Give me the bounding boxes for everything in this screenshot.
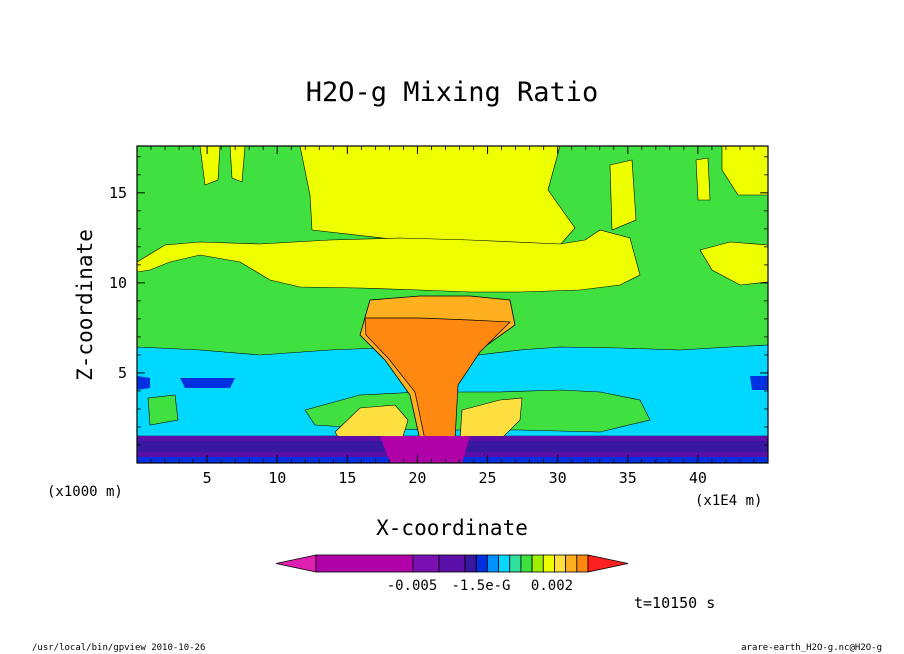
colorbar-swatch [412,554,440,573]
x-tick-label: 30 [549,469,567,487]
x-tick-label: 35 [619,469,637,487]
region-anvil [137,229,641,293]
region-upper-blob-4 [721,146,768,196]
colorbar-swatch [509,554,522,573]
colorbar-swatch [315,554,414,573]
region-upper-cap [299,146,576,246]
colorbar-swatch [438,554,466,573]
x-tick-label: 10 [268,469,286,487]
y-tick-label: 15 [109,184,127,202]
x-axis-ticks: 5 10 15 20 25 30 35 40 [150,146,755,487]
colorbar-tick-label: -1.5e-G [451,578,510,594]
plot-frame [136,145,769,464]
colorbar-swatch [565,554,578,573]
colorbar-swatch [464,554,477,573]
colorbar-arrow-left [275,554,317,573]
y-tick-label: 10 [109,274,127,292]
plot-area [137,146,768,463]
colorbar-swatch [520,554,533,573]
region-anvil-right [699,241,768,286]
timestamp-label: t=10150 s [634,594,715,612]
region-moist-green-a [147,394,179,426]
region-moist-blue-a [180,378,235,388]
region-moist-blue-b [750,376,768,390]
colorbar-arrow-right [587,554,629,573]
region-moist-blue-left [137,376,150,390]
colorbar-tick-label: -0.005 [387,578,438,594]
colorbar-swatch [531,554,544,573]
y-tick-label: 5 [118,364,127,382]
colorbar-swatch [486,554,499,573]
colorbar-swatch [475,554,488,573]
region-upper-blob-2 [229,146,246,183]
colorbar-labels: -0.005 -1.5e-G 0.002 [387,578,573,594]
colorbar-swatch [542,554,555,573]
region-upper-blob-5 [695,157,711,201]
chart-title: H2O-g Mixing Ratio [306,77,599,108]
colorbar [275,554,629,573]
x-tick-label: 40 [689,469,707,487]
footer-left: /usr/local/bin/gpview 2010-10-26 [32,643,205,653]
y-axis-ticks: 5 10 15 [109,156,768,446]
x-tick-label: 5 [203,469,212,487]
x-unit-label: (x1000 m) [47,484,123,500]
x-tick-label: 25 [479,469,497,487]
x-tick-label: 15 [338,469,356,487]
region-boundary-plume [380,436,470,463]
colorbar-swatch [576,554,589,573]
colorbar-swatch [498,554,511,573]
region-upper-blob-1 [199,146,221,186]
x-multiplier-label: (x1E4 m) [695,493,762,509]
colorbar-tick-label: 0.002 [531,578,573,594]
x-tick-label: 20 [408,469,426,487]
y-axis-label: Z-coordinate [73,229,97,381]
x-axis-label: X-coordinate [376,516,528,540]
footer-right: arare-earth_H2O-g.nc@H2O-g [741,643,882,653]
region-upper-blob-3 [609,159,637,231]
region-cloud-inner [364,317,511,441]
colorbar-swatch [554,554,567,573]
